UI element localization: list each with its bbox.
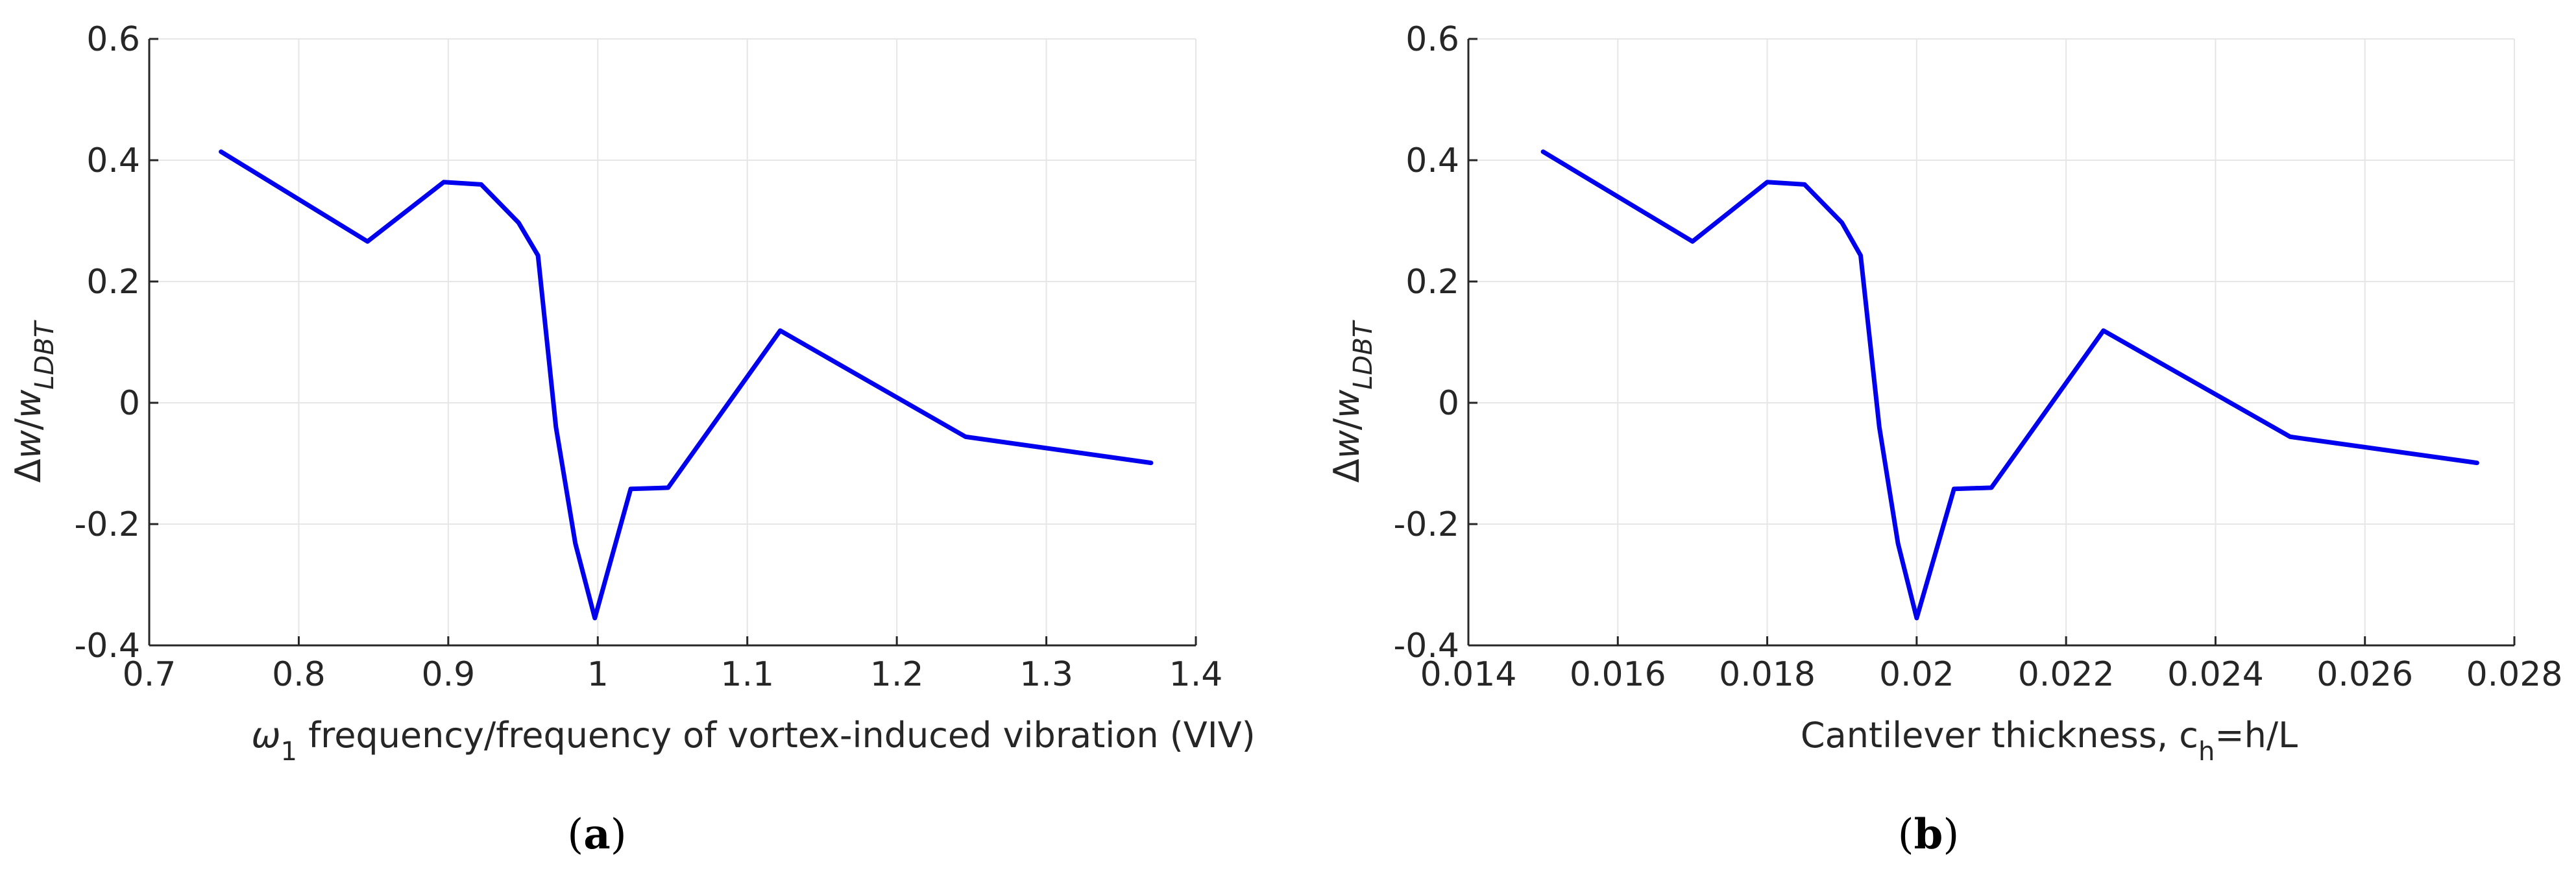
y-tick-label: -0.4 — [1394, 627, 1459, 665]
chart-panel-b: 0.014 0.016 0.018 0.02 0.022 0.024 0.026 0.028 … — [1326, 20, 2562, 859]
ytick-labels-b: -0.4 -0.2 0 0.2 0.4 0.6 — [1394, 20, 1459, 665]
y-tick-label: -0.2 — [75, 505, 140, 544]
y-axis-label-a-sep: / — [8, 418, 49, 430]
x-tick-label: 1.3 — [1019, 655, 1073, 694]
y-axis-label-b-subscript: LDBT — [1348, 319, 1378, 390]
x-axis-label-b: Cantilever thickness, ch=h/L — [1801, 715, 2298, 767]
ytick-labels-a: -0.4 -0.2 0 0.2 0.4 0.6 — [75, 20, 140, 665]
y-tick-label: 0.2 — [1405, 263, 1459, 302]
panel-caption-b-open: ( — [1898, 811, 1914, 859]
x-axis-label-a: ω1 frequency/frequency of vortex-induced… — [251, 715, 1255, 767]
panel-caption-b: (b) — [1898, 810, 1960, 859]
x-tick-label: 0.014 — [1420, 655, 1517, 694]
x-tick-label: 0.8 — [272, 655, 326, 694]
x-axis-label-a-subscript: 1 — [281, 737, 297, 767]
panel-caption-b-letter: b — [1914, 810, 1943, 859]
y-axis-label-a: Δw/wLDBT — [8, 319, 60, 483]
y-axis-label-a-prefix: Δ — [8, 459, 49, 483]
y-axis-label-a-var2: w — [8, 389, 49, 418]
x-tick-label: 0.7 — [123, 655, 176, 694]
x-tick-label: 0.026 — [2316, 655, 2413, 694]
y-tick-label: 0 — [1438, 384, 1459, 423]
x-tick-label: 0.028 — [2466, 655, 2563, 694]
y-tick-label: 0.6 — [1405, 20, 1459, 59]
axes-b — [1467, 38, 2516, 647]
xtick-labels-b: 0.014 0.016 0.018 0.02 0.022 0.024 0.026 0.028 — [1420, 655, 2563, 694]
y-axis-label-b-var2: w — [1326, 389, 1367, 418]
y-axis-label-a-var: w — [8, 429, 49, 459]
series-b — [1540, 149, 2479, 621]
y-tick-label: 0 — [119, 384, 140, 423]
panel-caption-a-open: ( — [567, 811, 583, 859]
y-axis-label-b-var: w — [1326, 429, 1367, 459]
x-tick-label: 1.2 — [870, 655, 924, 694]
y-axis-label-a-subscript: LDBT — [30, 319, 60, 390]
grid-a — [149, 38, 1197, 646]
x-tick-label: 1.1 — [720, 655, 774, 694]
x-axis-label-a-text: frequency/frequency of vortex-induced vi… — [297, 715, 1256, 756]
xtick-labels-a: 0.7 0.8 0.9 1 1.1 1.2 1.3 1.4 — [123, 655, 1223, 694]
grid-b — [1468, 38, 2515, 646]
x-tick-label: 0.024 — [2167, 655, 2264, 694]
panel-caption-a-close: ) — [611, 811, 627, 859]
x-tick-label: 1.4 — [1169, 655, 1223, 694]
x-tick-label: 0.9 — [422, 655, 476, 694]
x-tick-label: 1 — [587, 655, 609, 694]
y-axis-label-b-prefix: Δ — [1326, 459, 1367, 483]
y-tick-label: 0.2 — [86, 263, 140, 302]
y-axis-label-b: Δw/wLDBT — [1326, 319, 1378, 483]
y-axis-label-b-sep: / — [1326, 418, 1367, 430]
y-tick-label: 0.6 — [86, 20, 140, 59]
x-axis-label-b-text: Cantilever thickness, c — [1801, 715, 2198, 756]
x-tick-label: 0.02 — [1879, 655, 1954, 694]
chart-panel-a: 0.7 0.8 0.9 1 1.1 1.2 1.3 1.4 -0.4 -0.2 0 0.2 0.4 0.… — [8, 20, 1256, 859]
series-line — [1540, 149, 2479, 621]
y-tick-label: 0.4 — [86, 141, 140, 180]
y-tick-label: -0.4 — [75, 627, 140, 665]
x-tick-label: 0.022 — [2018, 655, 2115, 694]
x-axis-label-b-suffix: =h/L — [2215, 715, 2298, 756]
x-tick-label: 0.016 — [1570, 655, 1666, 694]
axes-a — [148, 38, 1197, 647]
panel-caption-a: (a) — [567, 810, 626, 859]
x-axis-label-a-symbol: ω — [251, 715, 280, 756]
series-a — [219, 149, 1154, 621]
panel-caption-a-letter: a — [583, 810, 610, 859]
y-tick-label: -0.2 — [1394, 505, 1459, 544]
x-tick-label: 0.018 — [1719, 655, 1816, 694]
x-axis-label-b-subscript: h — [2198, 737, 2215, 767]
series-line — [219, 149, 1154, 621]
panel-caption-b-close: ) — [1943, 811, 1959, 859]
y-tick-label: 0.4 — [1405, 141, 1459, 180]
